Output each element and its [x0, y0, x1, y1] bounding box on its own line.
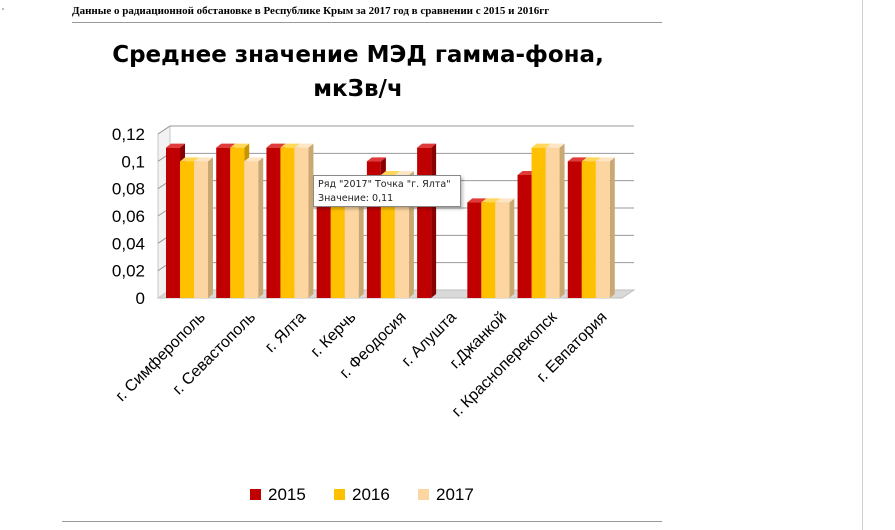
- data-point-tooltip: Ряд "2017" Точка "г. Ялта" Значение: 0,1…: [313, 175, 461, 207]
- y-tick-label: 0,04: [112, 234, 145, 253]
- bar-top: [194, 157, 213, 162]
- legend-swatch-2017: [418, 489, 429, 500]
- bar-2016-8[interactable]: [581, 161, 596, 298]
- bar-2015-2[interactable]: [266, 147, 281, 298]
- bar-side: [509, 198, 515, 298]
- bar-side: [431, 143, 437, 298]
- bar-2016-2[interactable]: [280, 147, 295, 298]
- bar-2015-8[interactable]: [567, 161, 582, 298]
- chart-title-line2: мкЗв/ч: [313, 76, 403, 102]
- plot-area: 0 0,02 0,04 0,06 0,08 0,1 0,12 г. Симферополь г.…: [112, 125, 636, 420]
- bar-top: [581, 157, 601, 162]
- legend-label-2017: 2017: [436, 485, 474, 504]
- bar-top: [294, 143, 314, 148]
- bar-top: [417, 143, 437, 148]
- y-tick-label: 0,06: [112, 207, 145, 226]
- x-tick-label: г. Керчь: [308, 309, 360, 361]
- bar-top: [531, 143, 551, 148]
- chart-title-line1: Среднее значение МЭД гамма-фона,: [112, 42, 604, 68]
- bar-2017-8[interactable]: [595, 161, 610, 298]
- tooltip-value-line: Значение: 0,11: [318, 193, 394, 204]
- bar-top: [266, 143, 286, 148]
- bar-top: [230, 143, 250, 148]
- bar-2015-0[interactable]: [166, 147, 180, 298]
- bar-2017-1[interactable]: [244, 161, 259, 298]
- bar-top: [467, 198, 487, 203]
- legend-swatch-2015: [250, 489, 261, 500]
- bar-top: [481, 198, 501, 203]
- document-header: Данные о радиационной обстановке в Респу…: [72, 2, 662, 23]
- bar-2017-2[interactable]: [294, 147, 309, 298]
- legend-swatch-2016: [334, 489, 345, 500]
- tooltip-series-line: Ряд "2017" Точка "г. Ялта": [318, 179, 451, 190]
- legend: 2015 2016 2017: [250, 485, 474, 504]
- x-tick-label: г. Ялта: [262, 309, 309, 356]
- y-tick-label: 0: [136, 289, 145, 308]
- bar-side: [559, 143, 565, 298]
- gridline-diag: [157, 125, 171, 135]
- page-border: [862, 0, 863, 530]
- bar-top: [394, 171, 414, 175]
- bar-2015-6[interactable]: [467, 202, 482, 298]
- bar-side: [258, 157, 264, 298]
- bar-top: [545, 143, 565, 148]
- bar-2015-3[interactable]: [316, 202, 331, 298]
- bar-2017-3[interactable]: [344, 202, 359, 298]
- y-tick-label: 0,08: [112, 180, 145, 199]
- bar-2017-7[interactable]: [545, 147, 560, 298]
- bar-side: [609, 157, 615, 298]
- bar-2016-1[interactable]: [230, 147, 245, 298]
- y-tick-label: 0,12: [112, 125, 145, 144]
- legend-label-2016: 2016: [352, 485, 390, 504]
- bar-top: [166, 143, 185, 148]
- bar-top: [216, 143, 236, 148]
- bar-top: [280, 143, 300, 148]
- footer-rule: [62, 521, 662, 522]
- bar-side: [308, 143, 314, 298]
- bar-top: [380, 171, 400, 175]
- y-tick-label: 0,1: [121, 152, 145, 171]
- bar-top: [595, 157, 615, 162]
- bar-2015-1[interactable]: [216, 147, 231, 298]
- bar-2016-0[interactable]: [180, 161, 194, 298]
- bar-2017-0[interactable]: [194, 161, 208, 298]
- bar-top: [244, 157, 264, 162]
- bar-top: [366, 157, 386, 162]
- legend-label-2015: 2015: [268, 485, 306, 504]
- bar-2017-6[interactable]: [495, 202, 510, 298]
- x-tick-label: г. Симферополь: [113, 309, 209, 405]
- bar-top: [567, 157, 587, 162]
- bar-2016-3[interactable]: [330, 202, 345, 298]
- bar-2016-7[interactable]: [531, 147, 546, 298]
- y-tick-label: 0,02: [112, 262, 145, 281]
- bar-2015-7[interactable]: [517, 175, 532, 298]
- bar-top: [495, 198, 515, 203]
- page-marker: [2, 8, 4, 10]
- bar-top: [180, 157, 199, 162]
- bar-side: [358, 198, 364, 298]
- bar-2015-5[interactable]: [417, 147, 432, 298]
- bar-side: [208, 157, 213, 298]
- bar-2016-6[interactable]: [481, 202, 496, 298]
